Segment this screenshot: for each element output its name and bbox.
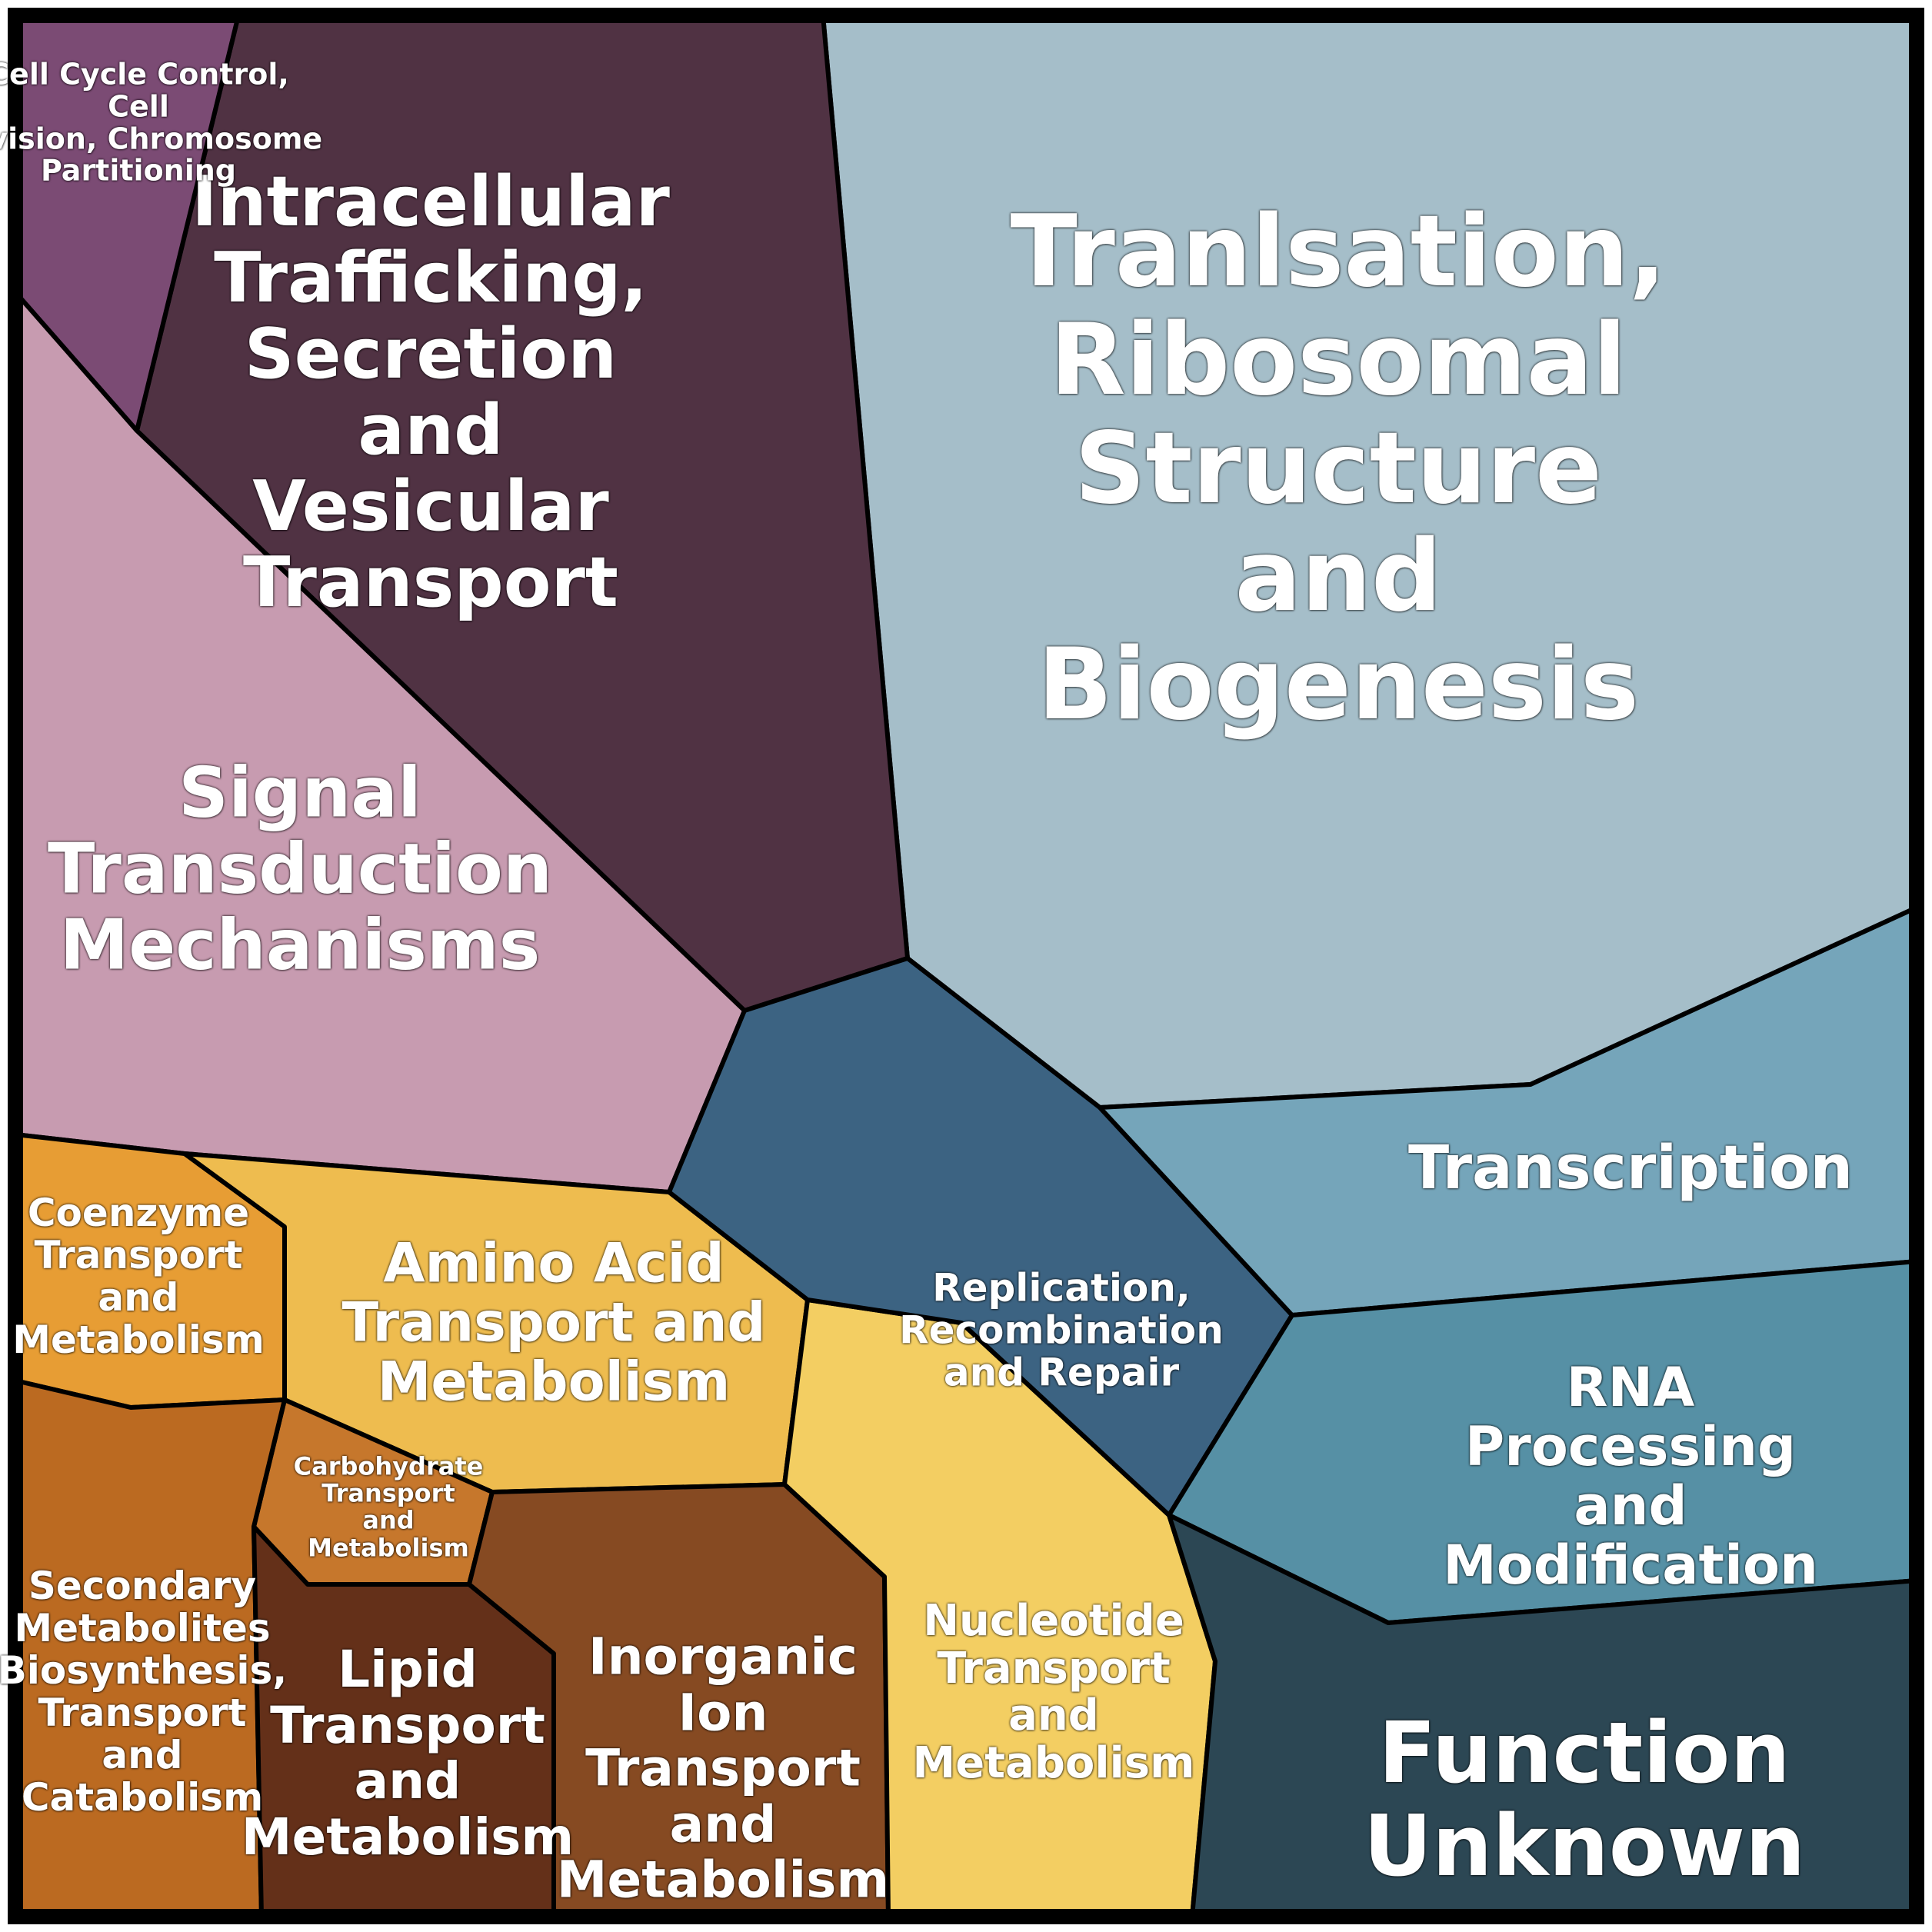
voronoi-svg	[0, 0, 1932, 1932]
cell-secondary	[15, 1381, 285, 1917]
cell-translation	[823, 15, 1917, 1108]
voronoi-treemap-diagram: Tranlsation, Ribosomal Structure and Bio…	[0, 0, 1932, 1932]
